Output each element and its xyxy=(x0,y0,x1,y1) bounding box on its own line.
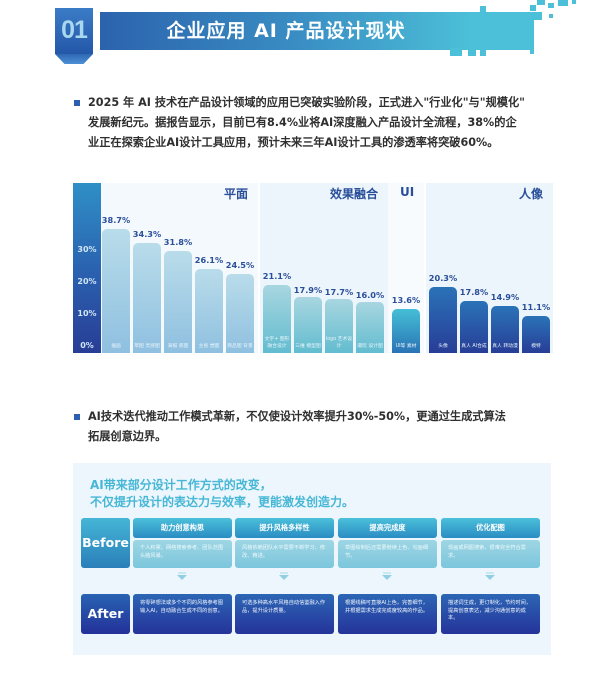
bar-value: 13.6% xyxy=(391,295,421,305)
bar-flat-1: 插画 xyxy=(102,229,130,353)
intro-paragraph: 2025 年 AI 技术在产品设计领域的应用已突破实验阶段，正式进入"行业化"与… xyxy=(88,93,558,153)
intro-line-1: 2025 年 AI 技术在产品设计领域的应用已突破实验阶段，正式进入"行业化"与… xyxy=(88,96,525,109)
after-text: 描述词生成，更订制化，节约时间，提高创意表达，减少沟通创意的成本。 xyxy=(441,594,540,634)
after-text: 将零碎想法或多个不同的风格参考图输入AI，自动融合生成不同的创意。 xyxy=(133,594,232,634)
bar-effect-1: 文字+ 图形 融合设计 xyxy=(263,285,291,353)
bar-ui-1: UI等 素材 xyxy=(392,309,420,353)
bar-value: 34.3% xyxy=(132,229,162,239)
before-label: Before xyxy=(81,518,130,568)
down-arrow-icon xyxy=(382,575,392,580)
bar-value: 24.5% xyxy=(225,260,255,270)
second-line-1: AI技术迭代推动工作模式革新，不仅使设计效率提升30%-50%，更通过生成式算法 xyxy=(88,410,506,423)
arrow-stem xyxy=(486,572,494,574)
down-arrow-icon xyxy=(485,575,495,580)
column-title: 优化配图 xyxy=(441,518,540,538)
bar-flat-2: 草图 灵感图 xyxy=(133,243,161,353)
second-line-2: 拓展创意边界。 xyxy=(88,430,167,443)
column-title: 提高完成度 xyxy=(338,518,437,538)
bar-value: 17.7% xyxy=(324,287,354,297)
after-text: 可选多种高水平风格自动信鉴融入作品，提升设计质量。 xyxy=(235,594,334,634)
bar-portrait-2: 真人 AI合成 xyxy=(460,301,488,353)
badge-body xyxy=(55,8,93,54)
group-title-effect: 效果融合 xyxy=(329,187,378,201)
bar-label: 潮玩 设计图 xyxy=(357,343,383,349)
section-number: 01 xyxy=(61,16,88,44)
panel-heading: AI带来部分设计工作方式的改变， 不仅提升设计的表达力与效率，更能激发创造力。 xyxy=(90,477,354,511)
section-number-badge: 01 xyxy=(55,8,93,64)
y-tick: 30% xyxy=(77,245,97,254)
bar-value: 17.9% xyxy=(293,285,323,295)
bullet-icon xyxy=(74,100,80,106)
after-label: After xyxy=(81,594,130,634)
group-title-ui: UI xyxy=(400,185,415,199)
bar-effect-2: 三维 模型图 xyxy=(294,297,322,353)
bar-label: 真人 转动漫 xyxy=(492,343,518,349)
bar-portrait-4: 模特 xyxy=(522,316,550,353)
bar-effect-4: 潮玩 设计图 xyxy=(356,302,384,353)
bar-flat-4: 主视 觉图 xyxy=(195,269,223,353)
bar-label: 主视 觉图 xyxy=(198,343,220,349)
bar-value: 26.1% xyxy=(194,255,224,265)
bar-label: 草图 灵感图 xyxy=(134,343,160,349)
panel-heading-line-1: AI带来部分设计工作方式的改变， xyxy=(90,478,272,492)
bar-label: 商品图 背景 xyxy=(227,343,253,349)
intro-line-3: 业正在探索企业AI设计工具应用，预计未来三年AI设计工具的渗透率将突破60%。 xyxy=(88,136,499,149)
bar-value: 21.1% xyxy=(262,271,292,281)
bar-value: 17.8% xyxy=(459,287,489,297)
y-tick: 0% xyxy=(80,341,94,350)
bullet-icon xyxy=(74,414,80,420)
title-banner: 企业应用 AI 产品设计现状 xyxy=(100,12,472,50)
bar-value: 38.7% xyxy=(101,215,131,225)
bar-label: 头像 xyxy=(438,343,448,349)
bar-value: 16.0% xyxy=(355,290,385,300)
bar-effect-3: logo 艺术设计 xyxy=(325,299,353,353)
group-title-flat: 平面 xyxy=(223,187,248,201)
panel-heading-line-2: 不仅提升设计的表达力与效率，更能激发创造力。 xyxy=(90,495,355,509)
bar-value: 31.8% xyxy=(163,237,193,247)
y-tick: 20% xyxy=(77,277,97,286)
bar-label: 海报 底图 xyxy=(167,343,189,349)
bar-label: 文字+ 图形 融合设计 xyxy=(264,337,290,349)
y-axis: 30% 20% 10% 0% xyxy=(73,183,101,353)
bar-label: UI等 素材 xyxy=(395,343,417,349)
y-tick: 10% xyxy=(77,309,97,318)
bar-label: 真人 AI合成 xyxy=(461,343,487,349)
arrow-stem xyxy=(383,572,391,574)
bar-value: 14.9% xyxy=(490,292,520,302)
before-text: 个人积累、网络搜索参考、团队范围头脑风暴。 xyxy=(133,540,232,568)
before-text: 风格依赖团队水平需要不断学习、修改、精进。 xyxy=(235,540,334,568)
bar-flat-3: 海报 底图 xyxy=(164,251,192,353)
arrow-stem xyxy=(280,572,288,574)
bar-label: 模特 xyxy=(531,343,541,349)
down-arrow-icon xyxy=(279,575,289,580)
after-text: 根据线稿可直接AI上色，完善细节，并根据需求生成完成度较高的作品。 xyxy=(338,594,437,634)
bar-label: logo 艺术设计 xyxy=(325,337,353,349)
down-arrow-icon xyxy=(177,575,187,580)
bar-portrait-3: 真人 转动漫 xyxy=(491,306,519,353)
page-title: 企业应用 AI 产品设计现状 xyxy=(166,20,406,42)
column-title: 助力创意构思 xyxy=(133,518,232,538)
bar-flat-5: 商品图 背景 xyxy=(226,274,254,353)
arrow-stem xyxy=(178,572,186,574)
second-paragraph: AI技术迭代推动工作模式革新，不仅使设计效率提升30%-50%，更通过生成式算法… xyxy=(88,407,558,447)
bar-value: 20.3% xyxy=(428,273,458,283)
before-text: 草图绘制后还需要继续上色、勾画细节。 xyxy=(338,540,437,568)
intro-line-2: 发展新纪元。据报告显示，目前已有8.4%业将AI深度融入产品设计全流程，38%的… xyxy=(88,116,517,129)
before-after-panel: AI带来部分设计工作方式的改变， 不仅提升设计的表达力与效率，更能激发创造力。 … xyxy=(73,463,551,655)
before-text: 现画或网图搜索，很难完全符合需求。 xyxy=(441,540,540,568)
usage-bar-chart: 平面 效果融合 UI 人像 30% 20% 10% 0% 插画 38.7% 草图… xyxy=(73,183,553,353)
bar-label: 插画 xyxy=(111,343,121,349)
bar-value: 11.1% xyxy=(521,302,551,312)
bar-label: 三维 模型图 xyxy=(295,343,321,349)
column-title: 提升风格多样性 xyxy=(235,518,334,538)
group-title-portrait: 人像 xyxy=(518,187,543,201)
bar-portrait-1: 头像 xyxy=(429,287,457,353)
badge-tip xyxy=(55,54,93,64)
